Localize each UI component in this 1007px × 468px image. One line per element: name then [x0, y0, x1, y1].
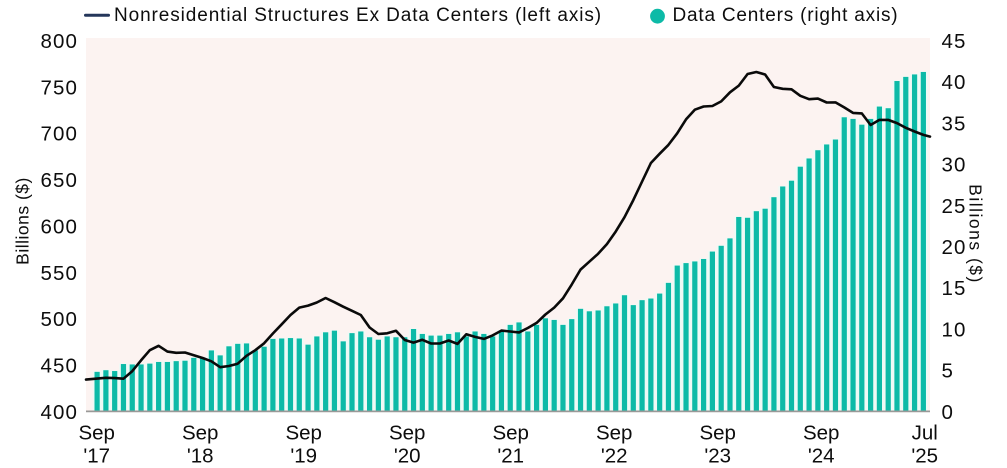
- svg-text:15: 15: [942, 277, 967, 300]
- svg-text:550: 550: [40, 262, 78, 285]
- svg-text:Sep'18: Sep '18: [182, 421, 218, 467]
- svg-text:400: 400: [40, 401, 78, 424]
- svg-text:Billions ($): Billions ($): [13, 177, 33, 265]
- svg-text:Sep'20: Sep '20: [389, 421, 425, 467]
- svg-text:Sep'17: Sep '17: [78, 421, 114, 467]
- svg-text:800: 800: [40, 30, 78, 53]
- svg-text:700: 700: [40, 123, 78, 146]
- svg-text:5: 5: [942, 360, 955, 383]
- svg-text:Sep'23: Sep '23: [699, 421, 735, 467]
- svg-text:20: 20: [942, 236, 967, 259]
- svg-text:Billions ($): Billions ($): [966, 184, 986, 284]
- svg-text:30: 30: [942, 154, 967, 177]
- svg-text:35: 35: [942, 112, 967, 135]
- svg-text:450: 450: [40, 355, 78, 378]
- svg-text:Sep'22: Sep '22: [596, 421, 632, 467]
- svg-text:25: 25: [942, 195, 967, 218]
- svg-text:500: 500: [40, 308, 78, 331]
- svg-text:10: 10: [942, 318, 967, 341]
- svg-text:600: 600: [40, 215, 78, 238]
- svg-text:Sep'19: Sep '19: [285, 421, 321, 467]
- svg-text:Data Centers (right axis): Data Centers (right axis): [673, 5, 899, 26]
- svg-text:650: 650: [40, 169, 78, 192]
- svg-text:Nonresidential Structures Ex D: Nonresidential Structures Ex Data Center…: [114, 5, 602, 26]
- svg-text:750: 750: [40, 76, 78, 99]
- svg-text:40: 40: [942, 71, 967, 94]
- svg-text:45: 45: [942, 30, 967, 53]
- svg-text:Sep'21: Sep '21: [492, 421, 528, 467]
- svg-text:0: 0: [942, 401, 955, 424]
- svg-text:Sep'24: Sep '24: [803, 421, 839, 467]
- svg-text:Jul'25: Jul '25: [911, 421, 938, 467]
